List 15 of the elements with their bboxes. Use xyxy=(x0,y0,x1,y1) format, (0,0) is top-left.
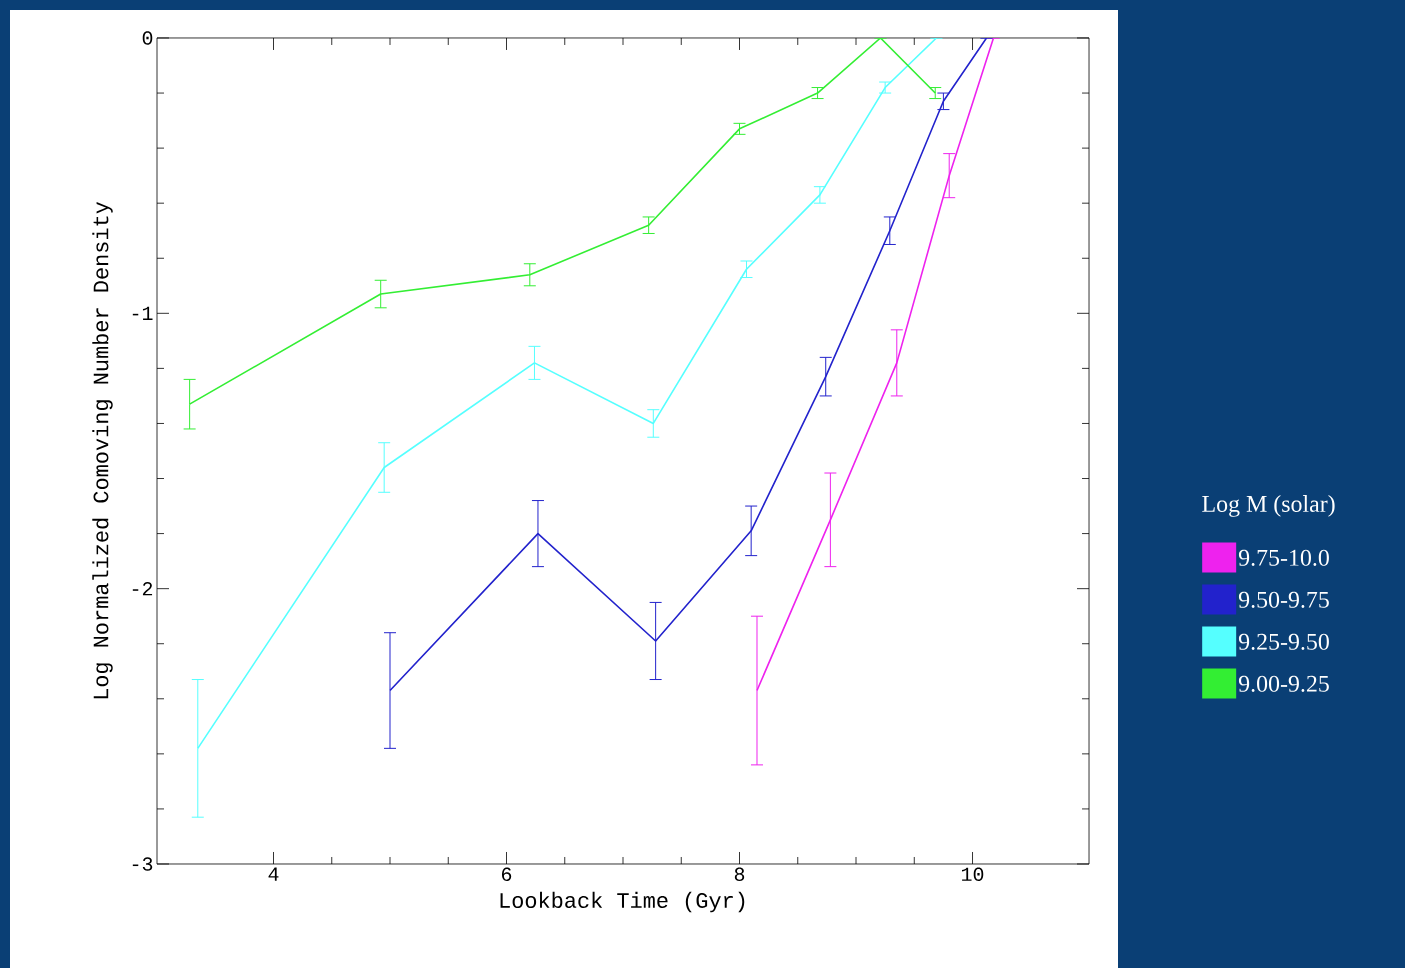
x-tick-label: 10 xyxy=(962,867,984,882)
legend-label: 9.50-9.75 xyxy=(1238,591,1329,608)
legend-label: 9.75-10.0 xyxy=(1238,549,1329,566)
x-tick-label: 4 xyxy=(268,867,279,881)
legend-title: Log M (solar) xyxy=(1202,495,1335,517)
x-tick-label: 6 xyxy=(502,867,512,882)
y-tick-label: -3 xyxy=(132,857,153,871)
x-tick-label: 8 xyxy=(734,867,745,882)
y-tick-label: -1 xyxy=(132,306,153,320)
y-tick-label: 0 xyxy=(142,31,153,45)
legend-label: 9.00-9.25 xyxy=(1238,675,1329,692)
x-axis-title: Lookback Time (Gyr) xyxy=(500,891,745,913)
y-tick-label: -2 xyxy=(132,582,153,596)
y-axis-title: Log Normalized Comoving Number Density xyxy=(92,201,113,699)
legend-label: 9.25-9.50 xyxy=(1238,633,1329,650)
